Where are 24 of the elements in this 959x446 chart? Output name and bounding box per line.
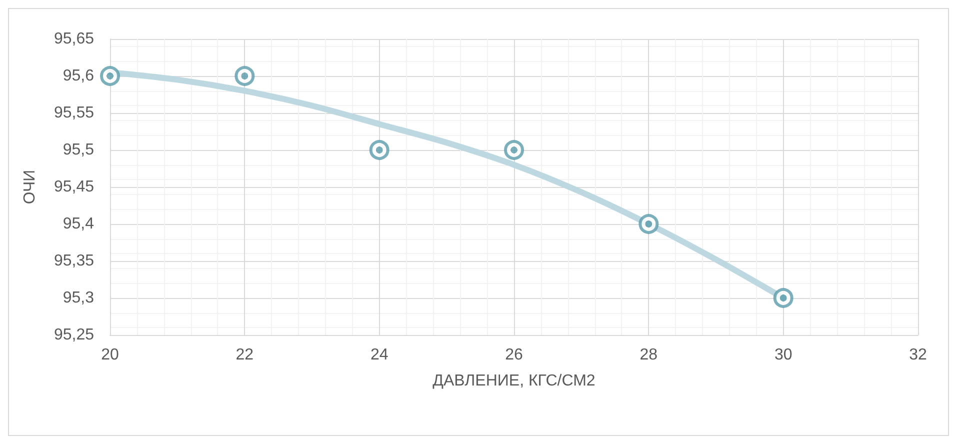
- x-tick-label: 30: [774, 346, 792, 364]
- y-tick-label: 95,45: [54, 178, 94, 196]
- x-tick-label: 22: [236, 346, 254, 364]
- y-tick-label: 95,55: [54, 104, 94, 122]
- y-tick-label: 95,6: [62, 68, 94, 84]
- x-tick-label: 20: [101, 346, 119, 364]
- point: [234, 66, 255, 86]
- point: [369, 140, 390, 160]
- y-axis-title: ОЧИ: [22, 170, 38, 204]
- x-tick-label: 32: [909, 346, 927, 364]
- x-tick-label: 26: [505, 346, 523, 364]
- point: [100, 66, 120, 86]
- y-tick-label: 95,25: [54, 326, 94, 344]
- y-tick-label: 95,5: [62, 142, 94, 158]
- y-tick-label: 95,35: [54, 252, 94, 270]
- y-tick-label: 95,4: [62, 216, 94, 232]
- point: [638, 214, 659, 234]
- x-axis-title: ДАВЛЕНИЕ, КГС/СМ2: [432, 372, 596, 390]
- point: [773, 288, 794, 308]
- x-tick-label: 24: [370, 346, 388, 364]
- y-tick-label: 95,3: [62, 290, 94, 306]
- y-tick-label: 95,65: [54, 30, 94, 48]
- point: [504, 140, 524, 160]
- x-tick-label: 28: [640, 346, 658, 364]
